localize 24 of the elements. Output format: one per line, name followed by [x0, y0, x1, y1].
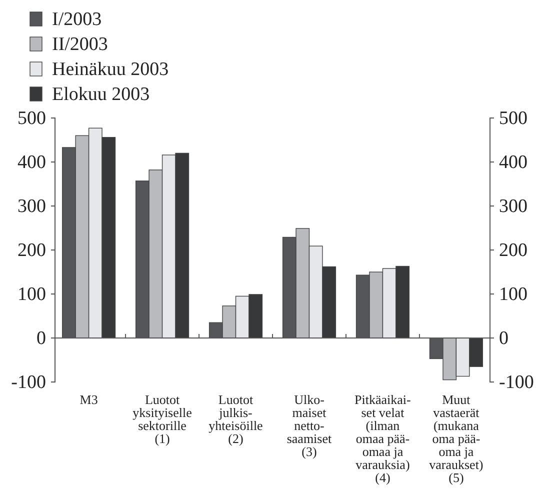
- x-tick-label: Luotot yksityiselle sektorille (1): [132, 392, 192, 446]
- y2-tick-label: 500: [499, 108, 528, 130]
- legend-label: I/2003: [52, 9, 102, 30]
- y2-tick-label: 0: [499, 328, 508, 350]
- y-tick-label: 100: [18, 284, 46, 306]
- legend-label: II/2003: [52, 34, 108, 55]
- y-tick-label: 200: [18, 240, 46, 262]
- y-tick-label: -100: [11, 372, 46, 394]
- y-tick-label: 500: [18, 108, 46, 130]
- y-tick-label: 0: [36, 328, 46, 350]
- y2-tick-label: 400: [499, 152, 528, 174]
- legend-label: Elokuu 2003: [52, 84, 150, 105]
- y2-tick-label: 200: [499, 240, 528, 262]
- y2-tick-label: -100: [499, 372, 534, 394]
- y-tick-label: 300: [18, 196, 46, 218]
- x-tick-label: Ulko- maiset netto- saamiset (3): [286, 392, 332, 459]
- y2-tick-label: 300: [499, 196, 528, 218]
- y-tick-label: 400: [18, 152, 46, 174]
- x-tick-label: Luotot julkis- yhteisöille (2): [208, 392, 264, 446]
- legend-label: Heinäkuu 2003: [52, 59, 169, 80]
- x-tick-label: Muut vastaerät (mukana oma pää- oma ja varaukset) (5): [429, 392, 484, 485]
- x-tick-label: Pitkäaikai- set velat (ilman omaa pää- omaa ja varauksia) (4): [354, 392, 411, 485]
- y2-tick-label: 100: [499, 284, 528, 306]
- x-tick-label: M3: [80, 392, 98, 407]
